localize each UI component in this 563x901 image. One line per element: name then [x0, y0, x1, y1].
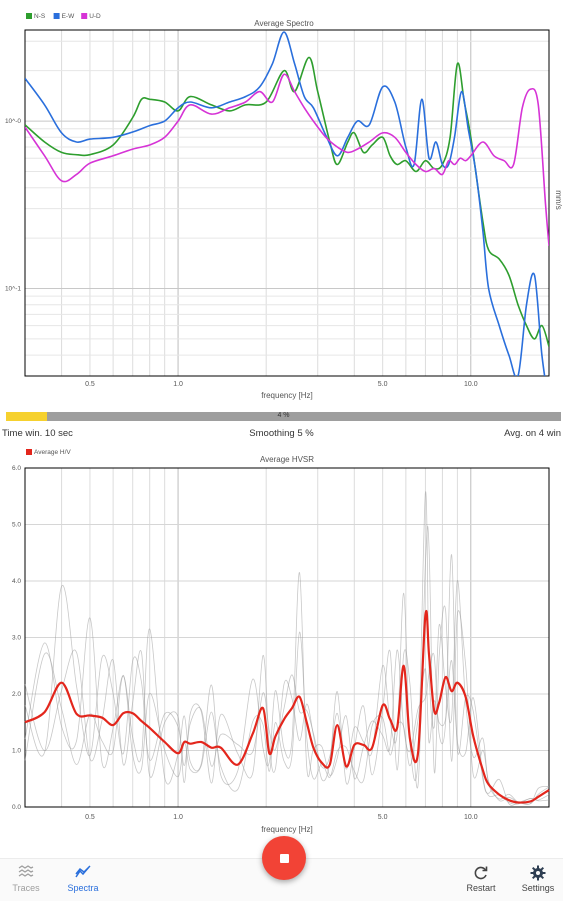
- legend-label: N-S: [34, 13, 46, 20]
- hvsr-y-ticks: 0.0 1.0 2.0 3.0 4.0 5.0 6.0: [12, 465, 21, 811]
- spectro-frame: [24, 29, 550, 377]
- stop-icon: [279, 853, 289, 863]
- x-tick-label: 1.0: [173, 814, 183, 821]
- legend-item: U-D: [81, 13, 101, 20]
- spectro-series: [25, 31, 549, 376]
- nav-spectra[interactable]: Spectra: [63, 865, 103, 893]
- x-tick-label: 1.0: [173, 381, 183, 388]
- nav-traces[interactable]: Traces: [8, 865, 44, 893]
- progress-fill: [6, 412, 48, 421]
- legend-label: E-W: [62, 13, 76, 20]
- y-tick-label: 6.0: [12, 465, 21, 472]
- traces-icon: [8, 865, 44, 881]
- legend-swatch: [81, 13, 88, 19]
- nav-traces-label: Traces: [12, 883, 40, 893]
- spectro-grid: [24, 30, 549, 377]
- hvsr-chart: Average H/V Average HVSR frequency [Hz] …: [12, 449, 550, 834]
- hvsr-title: Average HVSR: [260, 455, 314, 464]
- progress-bar: 4 %: [6, 412, 561, 421]
- spectro-legend: N-S E-W U-D: [26, 13, 101, 20]
- time-window-label: Time win. 10 sec: [2, 428, 73, 439]
- stop-button[interactable]: [262, 836, 306, 880]
- average-label: Avg. on 4 win: [504, 428, 561, 439]
- series-line-u-d: [25, 73, 549, 246]
- nav-restart-label: Restart: [466, 883, 496, 893]
- hvsr-frame: [24, 467, 550, 808]
- hvsr-series: [24, 610, 550, 804]
- y-tick-label: 10^-1: [5, 285, 21, 292]
- x-tick-label: 5.0: [378, 814, 388, 821]
- refresh-icon: [460, 865, 502, 881]
- legend-swatch: [26, 13, 32, 19]
- y-tick-label: 5.0: [12, 522, 21, 529]
- nav-settings-label: Settings: [521, 883, 555, 893]
- average-hv-line: [24, 610, 550, 804]
- spectro-ylabel: mm/s: [554, 190, 563, 210]
- legend-label: U-D: [89, 13, 101, 20]
- spectro-xlabel: frequency [Hz]: [261, 391, 313, 400]
- y-tick-label: 2.0: [12, 691, 21, 698]
- series-line-e-w: [25, 31, 546, 376]
- window-curve: [24, 491, 550, 805]
- x-tick-label: 5.0: [378, 381, 388, 388]
- nav-restart[interactable]: Restart: [460, 865, 502, 893]
- legend-swatch: [26, 449, 32, 455]
- spectra-icon: [63, 865, 103, 881]
- y-tick-label: 10^-0: [5, 118, 21, 125]
- legend-swatch: [53, 13, 60, 19]
- hvsr-x-ticks: 0.5 1.0 5.0 10.0: [85, 814, 478, 821]
- hvsr-xlabel: frequency [Hz]: [261, 825, 313, 834]
- x-tick-label: 10.0: [464, 381, 478, 388]
- x-tick-label: 0.5: [85, 381, 95, 388]
- legend-item: N-S: [26, 13, 46, 20]
- legend-item: E-W: [53, 13, 76, 20]
- y-tick-label: 3.0: [12, 635, 21, 642]
- nav-spectra-label: Spectra: [67, 883, 99, 893]
- spectro-y-ticks: 10^-0 10^-1: [5, 118, 21, 292]
- y-tick-label: 1.0: [12, 748, 21, 755]
- series-line-n-s: [25, 56, 549, 347]
- spectro-title: Average Spectro: [254, 19, 314, 28]
- y-tick-label: 0.0: [12, 804, 21, 811]
- y-tick-label: 4.0: [12, 578, 21, 585]
- spectro-x-ticks: 0.5 1.0 5.0 10.0: [85, 381, 478, 388]
- legend-item: Average H/V: [26, 449, 71, 456]
- hvsr-legend: Average H/V: [26, 449, 71, 456]
- x-tick-label: 10.0: [464, 814, 478, 821]
- progress-label: 4 %: [277, 412, 290, 419]
- smoothing-label: Smoothing 5 %: [249, 428, 314, 439]
- legend-label: Average H/V: [34, 449, 71, 456]
- window-curve: [24, 554, 550, 806]
- x-tick-label: 0.5: [85, 814, 95, 821]
- gear-icon: [516, 865, 560, 881]
- spectro-chart: N-S E-W U-D Average Spectro frequency [Hz]…: [5, 13, 563, 400]
- nav-settings[interactable]: Settings: [516, 865, 560, 893]
